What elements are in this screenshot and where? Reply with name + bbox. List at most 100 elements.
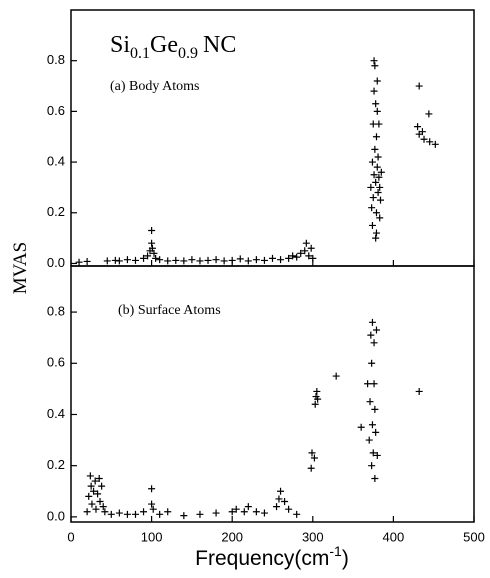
point xyxy=(150,249,158,257)
point xyxy=(368,221,376,229)
point xyxy=(313,387,321,395)
point xyxy=(357,423,365,431)
point xyxy=(305,252,313,260)
point xyxy=(260,256,268,264)
point xyxy=(252,256,260,264)
title-part: NC xyxy=(203,32,236,58)
point xyxy=(148,239,156,247)
point xyxy=(375,120,383,128)
point xyxy=(95,474,103,482)
point xyxy=(240,508,248,516)
point xyxy=(368,318,376,326)
point xyxy=(148,227,156,235)
title-subscript: 0.9 xyxy=(178,45,198,62)
point xyxy=(314,395,322,403)
point xyxy=(152,254,160,262)
x-label-part: ) xyxy=(342,547,349,570)
point xyxy=(368,204,376,212)
point xyxy=(377,168,385,176)
title-part: Si xyxy=(110,32,130,58)
y-tick-label: 0.4 xyxy=(47,406,65,421)
point xyxy=(371,145,379,153)
point xyxy=(98,482,106,490)
point xyxy=(308,449,316,457)
point xyxy=(269,254,276,262)
point xyxy=(148,500,156,508)
point xyxy=(370,57,378,65)
point xyxy=(87,482,95,490)
point xyxy=(371,474,379,482)
point xyxy=(91,477,99,485)
point xyxy=(374,153,382,161)
x-label-part: Frequency(cm xyxy=(195,547,329,570)
point xyxy=(376,183,384,191)
point xyxy=(302,239,310,247)
point xyxy=(372,100,380,108)
point xyxy=(372,178,380,186)
y-tick-label: 0.2 xyxy=(47,457,65,472)
point xyxy=(83,508,91,516)
point xyxy=(236,255,244,263)
point xyxy=(376,214,384,222)
point xyxy=(103,257,111,265)
point xyxy=(90,487,98,495)
point xyxy=(180,512,188,520)
point xyxy=(372,209,380,217)
x-tick-label: 200 xyxy=(221,529,243,544)
y-tick-label: 0.4 xyxy=(47,154,65,169)
point xyxy=(252,508,260,516)
point xyxy=(123,256,131,264)
point xyxy=(220,257,228,265)
point xyxy=(307,244,315,252)
point xyxy=(94,490,102,498)
panel-annotation: (b) Surface Atoms xyxy=(118,303,221,318)
point xyxy=(369,449,377,457)
point xyxy=(309,254,317,262)
point xyxy=(85,492,93,500)
point xyxy=(228,256,236,264)
x-label-superscript: -1 xyxy=(329,543,342,559)
point xyxy=(307,464,315,472)
point xyxy=(273,503,281,511)
point xyxy=(285,505,293,513)
point xyxy=(244,257,252,265)
y-tick-label: 0.0 xyxy=(47,255,65,270)
point xyxy=(212,509,220,517)
point xyxy=(373,163,381,171)
point xyxy=(368,421,376,429)
point xyxy=(414,123,422,131)
point xyxy=(148,244,156,252)
point xyxy=(164,257,172,265)
point xyxy=(370,339,378,347)
point xyxy=(365,436,373,444)
point xyxy=(370,380,378,388)
point xyxy=(293,510,301,518)
point xyxy=(372,133,380,141)
point xyxy=(372,229,380,237)
point xyxy=(277,487,285,495)
point xyxy=(180,257,188,265)
point xyxy=(92,505,100,513)
point xyxy=(131,510,139,518)
point xyxy=(260,509,268,517)
point xyxy=(375,173,383,181)
point xyxy=(366,398,374,406)
point xyxy=(311,400,319,408)
point xyxy=(425,110,433,118)
point xyxy=(370,87,378,95)
chart-title: Si0.1Ge0.9 NC xyxy=(110,32,236,62)
point xyxy=(372,428,380,436)
y-tick-label: 0.8 xyxy=(47,304,65,319)
point xyxy=(212,256,220,264)
point xyxy=(301,247,309,255)
y-axis-label: MVAS xyxy=(10,242,31,294)
point xyxy=(368,158,376,166)
point xyxy=(364,380,372,388)
point xyxy=(144,252,152,260)
point xyxy=(418,128,426,136)
point xyxy=(204,256,212,264)
point xyxy=(275,495,283,503)
point xyxy=(332,372,340,380)
point xyxy=(123,510,131,518)
